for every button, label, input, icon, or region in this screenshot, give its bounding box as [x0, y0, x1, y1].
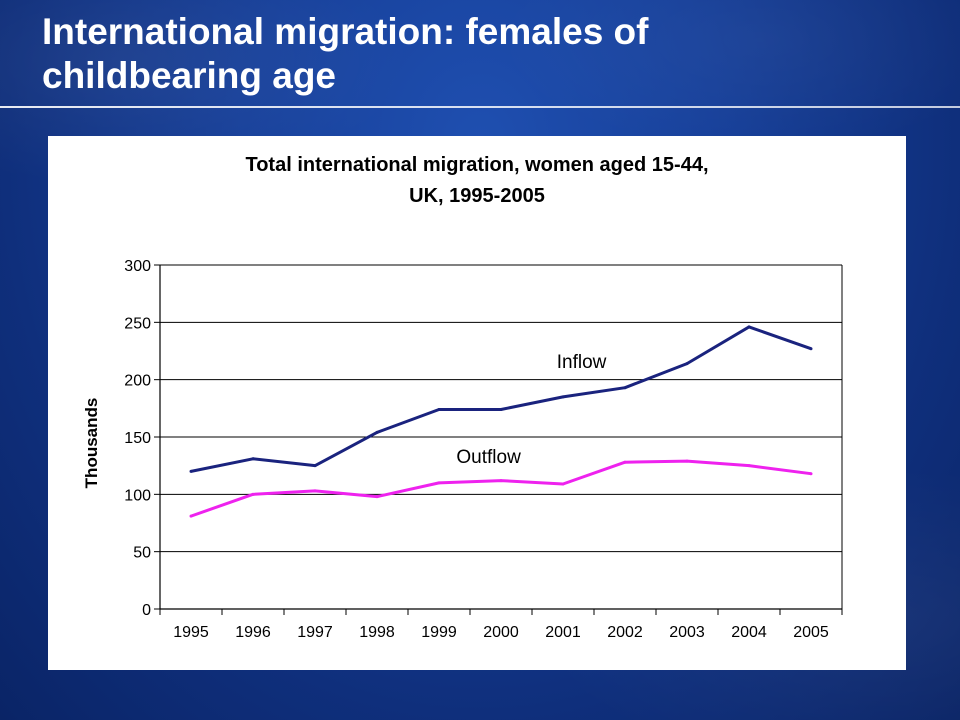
tick-labels: 0 50 100 150 200 250 300 1995 1996 1997 1998 1999 20…	[124, 258, 829, 641]
series-line-outflow	[190, 459, 812, 518]
data-point-outflow-2000	[499, 479, 503, 483]
chart-panel: Total international migration, women age…	[48, 136, 906, 670]
data-point-outflow-1998	[375, 495, 379, 499]
y-tick-label-200: 200	[124, 373, 151, 390]
slide-title-line-2: childbearing age	[42, 55, 337, 96]
y-tick-label-50: 50	[133, 545, 151, 562]
data-point-inflow-1995	[189, 469, 193, 473]
y-tick-label-300: 300	[124, 258, 151, 275]
data-point-inflow-2004	[747, 325, 751, 329]
data-point-outflow-2002	[623, 460, 627, 464]
x-tick-label-2000: 2000	[483, 624, 519, 641]
x-tick-label-1995: 1995	[173, 624, 209, 641]
axes	[154, 264, 843, 615]
x-tick-label-2005: 2005	[793, 624, 829, 641]
data-point-inflow-1996	[251, 457, 255, 461]
title-divider	[0, 106, 960, 108]
data-point-outflow-2003	[685, 459, 689, 463]
x-tick-label-2004: 2004	[731, 624, 767, 641]
y-tick-label-250: 250	[124, 315, 151, 332]
x-tick-label-2001: 2001	[545, 624, 581, 641]
x-tick-label-1996: 1996	[235, 624, 271, 641]
data-point-outflow-2005	[809, 472, 813, 476]
series-labels: Inflow Outflow	[456, 352, 606, 468]
x-tick-label-1998: 1998	[359, 624, 395, 641]
data-point-outflow-2004	[747, 464, 751, 468]
line-chart: Total international migration, women age…	[82, 154, 843, 641]
y-tick-label-100: 100	[124, 487, 151, 504]
chart-title-line-1: Total international migration, women age…	[245, 154, 708, 176]
data-point-outflow-1996	[251, 492, 255, 496]
data-point-inflow-2003	[685, 362, 689, 366]
y-tick-label-0: 0	[142, 602, 151, 619]
data-point-inflow-2000	[499, 407, 503, 411]
series-label-inflow: Inflow	[557, 352, 607, 373]
data-point-inflow-2005	[809, 347, 813, 351]
data-point-outflow-1995	[189, 514, 193, 518]
chart-title-line-2: UK, 1995-2005	[409, 185, 545, 207]
slide-title: International migration: females of chil…	[42, 10, 922, 98]
x-tick-label-2002: 2002	[607, 624, 643, 641]
data-point-outflow-2001	[561, 482, 565, 486]
data-point-inflow-1998	[375, 430, 379, 434]
y-axis-label: Thousands	[82, 398, 101, 489]
series-lines	[189, 325, 813, 518]
data-point-outflow-1997	[313, 489, 317, 493]
x-tick-label-1997: 1997	[297, 624, 333, 641]
slide-title-line-1: International migration: females of	[42, 11, 649, 52]
x-tick-label-2003: 2003	[669, 624, 705, 641]
data-point-inflow-1999	[437, 407, 441, 411]
data-point-inflow-2002	[623, 386, 627, 390]
series-label-outflow: Outflow	[456, 447, 521, 468]
data-point-inflow-1997	[313, 464, 317, 468]
data-point-inflow-2001	[561, 395, 565, 399]
y-tick-label-150: 150	[124, 430, 151, 447]
x-tick-label-1999: 1999	[421, 624, 457, 641]
data-point-outflow-1999	[437, 481, 441, 485]
